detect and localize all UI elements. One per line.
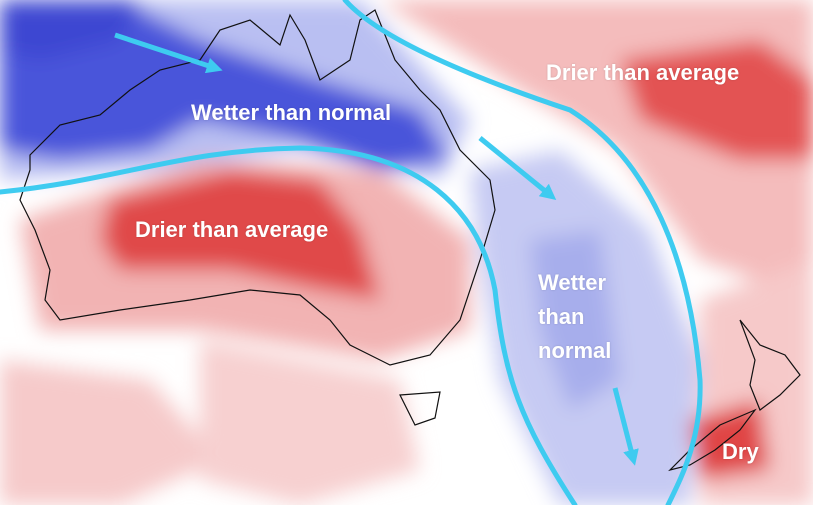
- coastline: [19, 9, 801, 472]
- map-label: Drier than average: [135, 217, 329, 242]
- map-label: Drier than average: [546, 60, 740, 85]
- arrows: [114, 32, 639, 466]
- map-label: Wetter than normal: [538, 270, 612, 363]
- map-label: Dry: [722, 439, 759, 464]
- boundaries: [0, 0, 703, 505]
- map-label: Wetter than normal: [191, 100, 392, 125]
